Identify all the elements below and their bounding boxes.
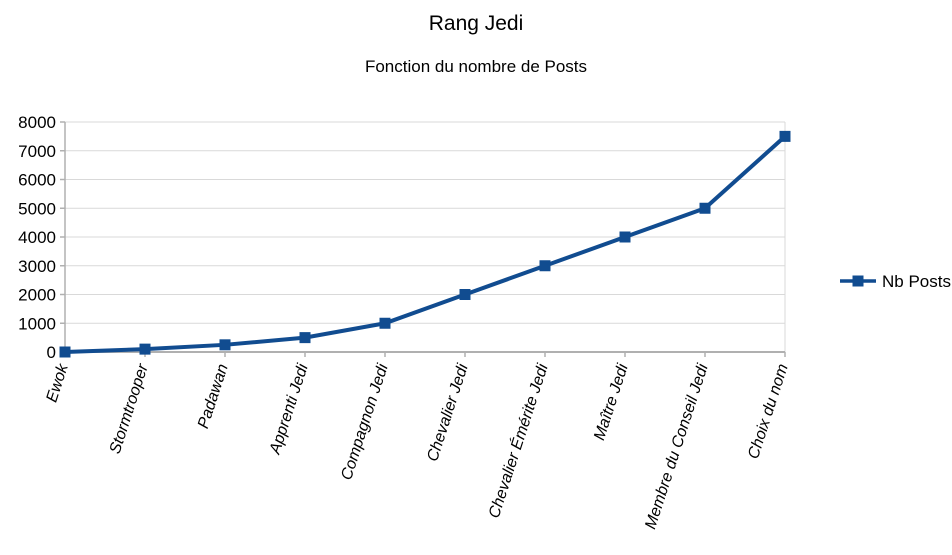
y-tick-label: 8000: [18, 113, 56, 132]
y-tick-label: 3000: [18, 257, 56, 276]
x-category-label: Compagnon Jedi: [338, 362, 392, 483]
chart-subtitle: Fonction du nombre de Posts: [364, 57, 588, 76]
data-point-marker: [139, 343, 151, 355]
y-tick-label: 4000: [18, 228, 56, 247]
series-line: [64, 134, 787, 354]
x-category-label: Choix du nom: [745, 362, 792, 461]
data-point-marker: [219, 339, 231, 351]
y-tick-label: 0: [47, 343, 56, 362]
data-point-marker: [539, 260, 551, 272]
x-category-label: Chevalier Émérite Jedi: [484, 361, 552, 520]
chart-title: Rang Jedi: [428, 12, 524, 35]
x-category-label: Maître Jedi: [591, 362, 632, 443]
y-tick-label: 5000: [18, 199, 56, 218]
data-point-marker: [379, 317, 391, 329]
x-category-label: Ewok: [44, 361, 73, 404]
y-tick-label: 6000: [18, 171, 56, 190]
x-category-label: Padawan: [195, 362, 232, 431]
x-category-label: Apprenti Jedi: [266, 362, 311, 457]
data-point-marker: [779, 130, 791, 142]
data-point-marker: [459, 289, 471, 300]
x-category-label: Chevalier Jedi: [424, 362, 472, 464]
y-tick-label: 1000: [18, 314, 56, 333]
y-tick-label: 7000: [18, 142, 56, 161]
legend-label: Nb Posts: [882, 272, 951, 291]
legend-marker: [852, 275, 864, 287]
x-category-label: Membre du Conseil Jedi: [642, 362, 712, 532]
x-category-label: Stormtrooper: [107, 361, 152, 456]
data-point-marker: [59, 346, 71, 358]
data-point-marker: [619, 231, 631, 243]
y-tick-label: 2000: [18, 286, 56, 305]
data-point-marker: [699, 202, 711, 214]
data-point-marker: [299, 332, 311, 344]
